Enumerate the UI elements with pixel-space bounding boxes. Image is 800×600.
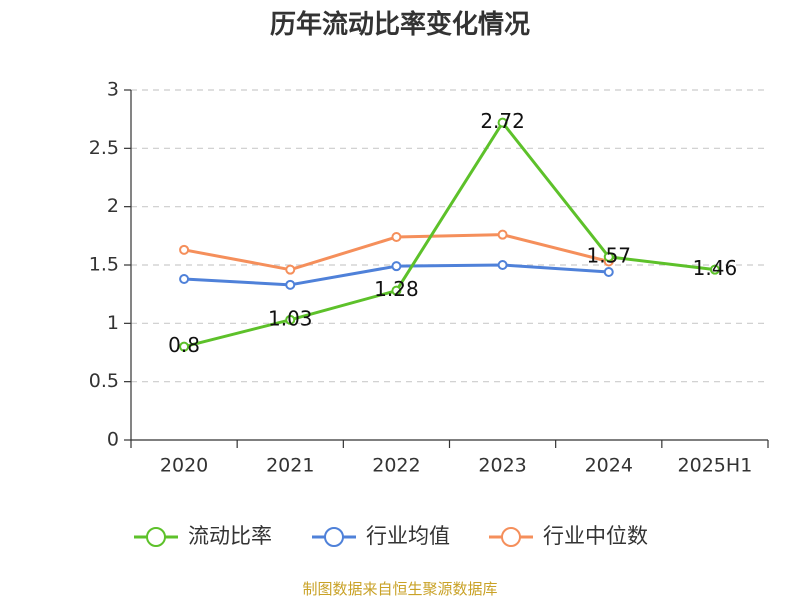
axis-layer: 0 0.5 1 1.5 2 2.5 3 2020 2021 2022 2023 2024 2025H1 — [89, 79, 769, 477]
x-tick-label: 2020 — [160, 455, 208, 477]
legend-marker — [146, 527, 166, 547]
data-point — [285, 264, 296, 275]
data-label-layer: 0.8 1.03 1.28 2.72 1.57 1.46 — [168, 109, 737, 357]
legend: 流动比率 行业均值 行业中位数 — [134, 524, 648, 548]
data-point — [285, 314, 296, 325]
x-tick-label: 2021 — [266, 455, 314, 477]
data-label: 1.28 — [374, 277, 419, 301]
data-label: 1.57 — [586, 243, 631, 267]
data-point — [179, 244, 190, 255]
legend-label: 行业中位数 — [543, 524, 648, 548]
x-tick-label: 2025H1 — [678, 455, 753, 477]
data-point — [497, 229, 508, 240]
legend-marker — [324, 527, 344, 547]
legend-label: 流动比率 — [188, 524, 272, 548]
data-point — [709, 264, 720, 275]
data-point — [603, 267, 614, 277]
y-tick-label: 2 — [107, 195, 119, 217]
grid-layer — [131, 89, 768, 383]
y-tick-label: 0.5 — [89, 370, 119, 392]
data-label: 1.03 — [268, 306, 313, 330]
data-point — [497, 117, 508, 128]
data-point — [391, 232, 402, 242]
series-line-0 — [183, 121, 716, 349]
data-point — [391, 285, 402, 296]
y-tick-label: 1 — [107, 312, 119, 334]
data-point — [285, 279, 296, 290]
legend-label: 行业均值 — [366, 524, 450, 548]
data-point — [603, 251, 614, 262]
y-tick-label: 1.5 — [89, 254, 119, 276]
data-point — [179, 341, 190, 352]
data-label: 1.46 — [693, 256, 738, 280]
data-source-note: 制图数据来自恒生聚源数据库 — [302, 580, 498, 598]
data-point — [497, 260, 508, 270]
data-point — [179, 274, 190, 284]
x-tick-label: 2023 — [478, 455, 526, 477]
legend-item[interactable]: 流动比率 — [134, 524, 272, 548]
legend-marker — [501, 527, 521, 547]
y-tick-label: 2.5 — [89, 137, 119, 159]
legend-item[interactable]: 行业均值 — [312, 524, 450, 548]
y-tick-label: 3 — [107, 79, 119, 101]
y-tick-label: 0 — [107, 429, 119, 451]
series-layer — [179, 117, 720, 352]
data-label: 0.8 — [168, 333, 200, 357]
legend-item[interactable]: 行业中位数 — [489, 524, 648, 548]
x-tick-label: 2022 — [372, 455, 420, 477]
chart-title: 历年流动比率变化情况 — [269, 10, 530, 40]
data-point — [391, 261, 402, 272]
x-tick-label: 2024 — [585, 455, 633, 477]
data-label: 2.72 — [480, 109, 525, 133]
